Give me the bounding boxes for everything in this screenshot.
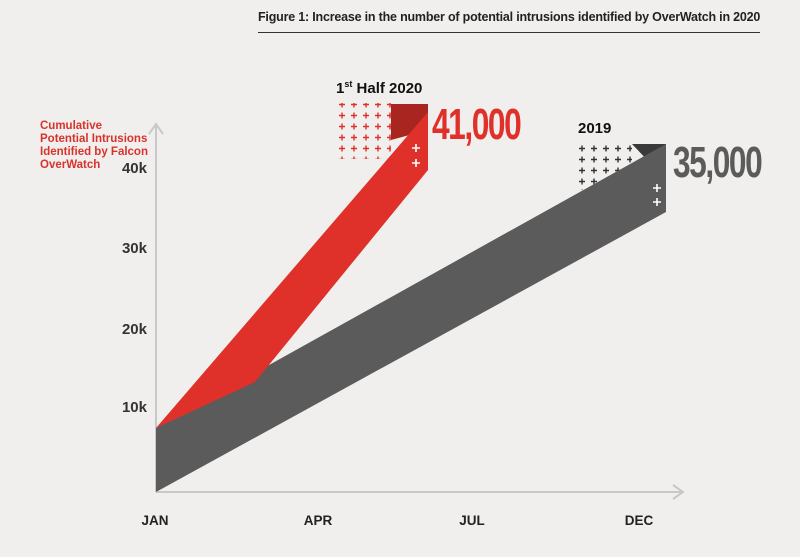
value-label-2019: 35,000 bbox=[673, 138, 763, 187]
series-label-2019: 2019 bbox=[578, 120, 612, 137]
x-tick-jan: JAN bbox=[141, 513, 169, 528]
series-2020-plus-pattern bbox=[333, 103, 391, 159]
series-label-2020-text: 1st Half 2020 bbox=[336, 79, 423, 97]
series-label-2020: 1st Half 2020 bbox=[336, 79, 422, 97]
series-2019-band bbox=[156, 144, 666, 492]
figure-title: Figure 1: Increase in the number of pote… bbox=[258, 10, 760, 33]
x-tick-apr: APR bbox=[303, 513, 333, 528]
series-2020 bbox=[156, 103, 428, 428]
y-tick-30k: 30k bbox=[121, 240, 147, 257]
series-2020-band bbox=[156, 112, 428, 428]
y-axis-label: Cumulative Potential Intrusions Identifi… bbox=[40, 120, 148, 171]
value-label-2020: 41,000 bbox=[432, 100, 522, 149]
y-tick-10k: 10k bbox=[121, 399, 147, 416]
x-tick-jul: JUL bbox=[459, 513, 485, 528]
y-tick-20k: 20k bbox=[121, 321, 147, 338]
x-axis bbox=[156, 484, 685, 500]
series-2019 bbox=[156, 144, 666, 492]
y-tick-40k: 40k bbox=[121, 160, 147, 177]
x-tick-dec: DEC bbox=[624, 513, 654, 528]
series-2020-plus-marks bbox=[412, 144, 420, 167]
series-2019-plus-marks bbox=[653, 184, 661, 206]
